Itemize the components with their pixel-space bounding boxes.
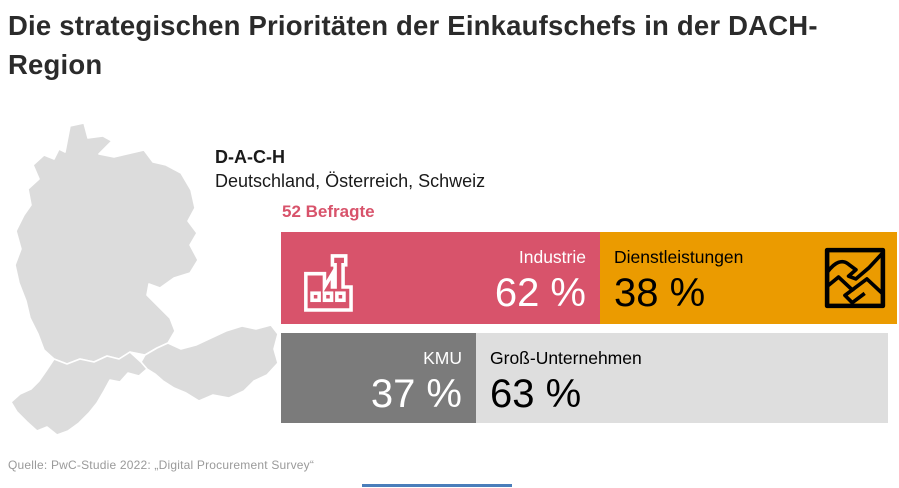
page-title: Die strategischen Prioritäten der Einkau… <box>8 10 818 80</box>
segment-label-kmu: KMU <box>423 348 462 368</box>
bar-segment-kmu: KMU 37 % <box>281 333 476 423</box>
segment-value-kmu: 37 % <box>370 372 462 416</box>
map-austria <box>140 324 279 402</box>
respondents-count: 52 Befragte <box>282 202 375 221</box>
segment-value-industrie: 62 % <box>494 271 586 315</box>
map-switzerland <box>10 351 148 436</box>
segment-label-industrie: Industrie <box>518 247 586 267</box>
dach-map-icon <box>10 122 279 436</box>
region-countries: Deutschland, Österreich, Schweiz <box>215 171 486 191</box>
bar-segment-grossunternehmen: Groß-Unternehmen 63 % <box>476 333 888 423</box>
region-info: D-A-C-H Deutschland, Österreich, Schweiz <box>215 145 485 193</box>
bar-industry-services: Industrie 62 % Dienstleistungen 38 % <box>281 232 897 324</box>
handshake-icon <box>824 247 886 309</box>
bottom-accent-line <box>362 484 512 487</box>
dach-map <box>0 112 280 442</box>
bar-segment-industrie: Industrie 62 % <box>281 232 600 324</box>
bar-company-size: KMU 37 % Groß-Unternehmen 63 % <box>281 333 897 423</box>
map-germany <box>14 122 199 365</box>
factory-icon <box>304 254 353 312</box>
segment-label-dienstleistungen: Dienstleistungen <box>614 247 744 267</box>
source-note: Quelle: PwC-Studie 2022: „Digital Procur… <box>8 458 315 472</box>
region-code: D-A-C-H <box>215 147 285 167</box>
segment-value-grossunternehmen: 63 % <box>490 372 582 416</box>
segment-value-dienstleistungen: 38 % <box>614 271 706 315</box>
segment-label-grossunternehmen: Groß-Unternehmen <box>490 348 642 368</box>
bar-segment-dienstleistungen: Dienstleistungen 38 % <box>600 232 897 324</box>
bar-charts: Industrie 62 % Dienstleistungen 38 % <box>281 232 897 423</box>
